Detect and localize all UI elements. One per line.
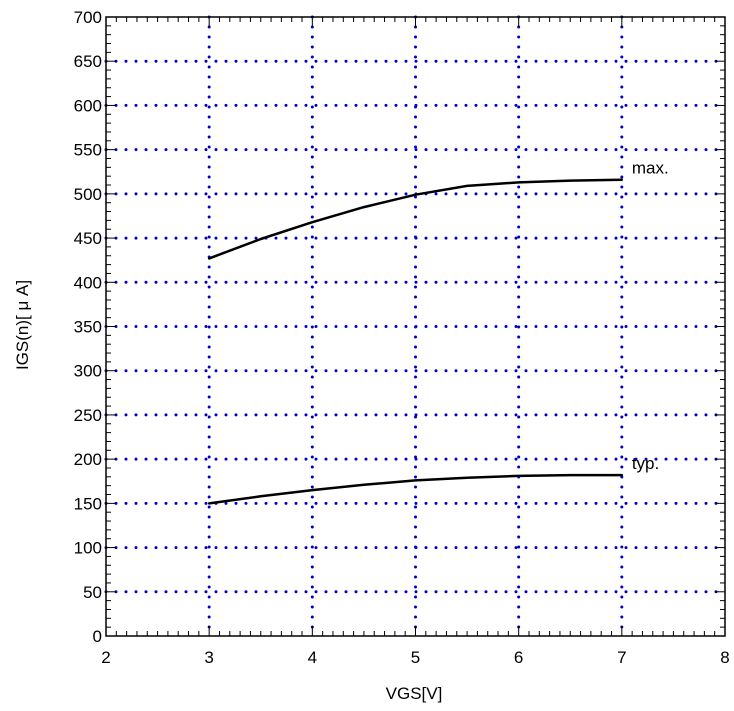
y-tick-label: 350 xyxy=(74,318,102,337)
plot-frame xyxy=(105,16,726,637)
y-tick-label: 450 xyxy=(74,229,102,248)
x-tick-label: 5 xyxy=(411,648,420,667)
y-tick-label: 200 xyxy=(74,450,102,469)
series-lines xyxy=(207,178,624,505)
x-tick-label: 2 xyxy=(101,648,110,667)
y-tick-label: 650 xyxy=(74,52,102,71)
series-label-0: max. xyxy=(632,159,669,178)
y-tick-label: 300 xyxy=(74,362,102,381)
grid xyxy=(104,15,727,638)
y-tick-label: 100 xyxy=(74,539,102,558)
x-tick-label: 8 xyxy=(720,648,729,667)
y-tick-label: 0 xyxy=(93,627,102,646)
y-tick-label: 700 xyxy=(74,8,102,27)
y-tick-label: 500 xyxy=(74,185,102,204)
x-tick-label: 4 xyxy=(308,648,317,667)
y-tick-label: 50 xyxy=(83,583,102,602)
series-line-0 xyxy=(207,178,624,260)
x-tick-label: 3 xyxy=(204,648,213,667)
y-axis-title: IGS(n)[ μ A] xyxy=(13,280,32,370)
series-label-1: typ. xyxy=(632,454,659,473)
y-tick-label: 550 xyxy=(74,141,102,160)
x-tick-label: 6 xyxy=(514,648,523,667)
series-labels: max. typ. xyxy=(632,159,669,473)
y-tick-label: 250 xyxy=(74,406,102,425)
axis-ticks xyxy=(105,16,726,637)
series-line-1 xyxy=(207,473,624,505)
y-tick-label: 150 xyxy=(74,494,102,513)
tick-labels: 2 3 4 5 6 7 8 0 50 100 150 200 250 300 350 400 450 500 550… xyxy=(74,8,730,667)
y-tick-label: 600 xyxy=(74,96,102,115)
x-tick-label: 7 xyxy=(617,648,626,667)
y-tick-label: 400 xyxy=(74,273,102,292)
x-axis-title: VGS[V] xyxy=(386,684,443,703)
